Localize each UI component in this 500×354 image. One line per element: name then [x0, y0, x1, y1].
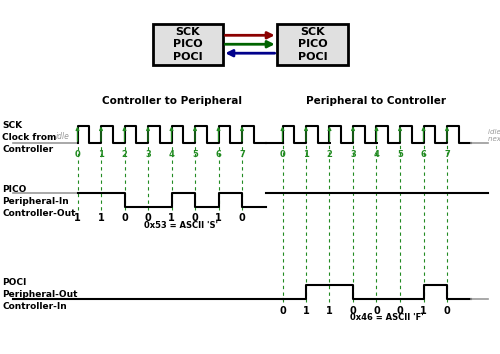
Text: 7: 7 — [239, 150, 245, 159]
Text: PICO: PICO — [298, 39, 328, 49]
Text: 5: 5 — [192, 150, 198, 159]
Text: POCI: POCI — [172, 52, 203, 62]
Text: 2: 2 — [122, 150, 128, 159]
Text: Peripheral to Controller: Peripheral to Controller — [306, 96, 446, 106]
Text: 4: 4 — [168, 150, 174, 159]
Text: 1: 1 — [74, 213, 81, 223]
Text: 5: 5 — [397, 150, 403, 159]
Text: 0: 0 — [444, 306, 450, 315]
Text: 1: 1 — [303, 150, 309, 159]
Text: 6: 6 — [420, 150, 426, 159]
Text: POCI: POCI — [298, 52, 328, 62]
Text: 0: 0 — [192, 213, 198, 223]
Text: 1: 1 — [98, 150, 104, 159]
Text: 0: 0 — [373, 306, 380, 315]
Text: 3: 3 — [350, 150, 356, 159]
FancyBboxPatch shape — [278, 24, 347, 65]
Text: 0: 0 — [74, 150, 80, 159]
Text: 7: 7 — [444, 150, 450, 159]
Text: 4: 4 — [374, 150, 380, 159]
Text: 0: 0 — [144, 213, 152, 223]
Text: SCK
Clock from
Controller: SCK Clock from Controller — [2, 121, 57, 154]
Text: 0: 0 — [350, 306, 356, 315]
Text: PICO: PICO — [172, 39, 203, 49]
Text: 1: 1 — [302, 306, 310, 315]
Text: 1: 1 — [168, 213, 175, 223]
Text: 0x53 = ASCII 'S': 0x53 = ASCII 'S' — [144, 221, 218, 230]
Text: 0: 0 — [121, 213, 128, 223]
Text: SCK: SCK — [300, 27, 325, 37]
Text: idle or
next byte: idle or next byte — [488, 129, 500, 142]
FancyBboxPatch shape — [152, 24, 222, 65]
Text: 0x46 = ASCII 'F': 0x46 = ASCII 'F' — [350, 313, 424, 322]
Text: 3: 3 — [145, 150, 151, 159]
Text: PICO
Peripheral-In
Controller-Out: PICO Peripheral-In Controller-Out — [2, 185, 76, 218]
Text: 6: 6 — [216, 150, 222, 159]
Text: SCK: SCK — [175, 27, 200, 37]
Text: 1: 1 — [98, 213, 104, 223]
Text: 0: 0 — [396, 306, 404, 315]
Text: 1: 1 — [215, 213, 222, 223]
Text: POCI
Peripheral-Out
Controller-In: POCI Peripheral-Out Controller-In — [2, 278, 78, 311]
Text: 1: 1 — [326, 306, 333, 315]
Text: 2: 2 — [326, 150, 332, 159]
Text: idle: idle — [56, 132, 70, 141]
Text: 1: 1 — [420, 306, 427, 315]
Text: 0: 0 — [280, 150, 285, 159]
Text: 0: 0 — [279, 306, 286, 315]
Text: Controller to Peripheral: Controller to Peripheral — [102, 96, 241, 106]
Text: 0: 0 — [238, 213, 246, 223]
